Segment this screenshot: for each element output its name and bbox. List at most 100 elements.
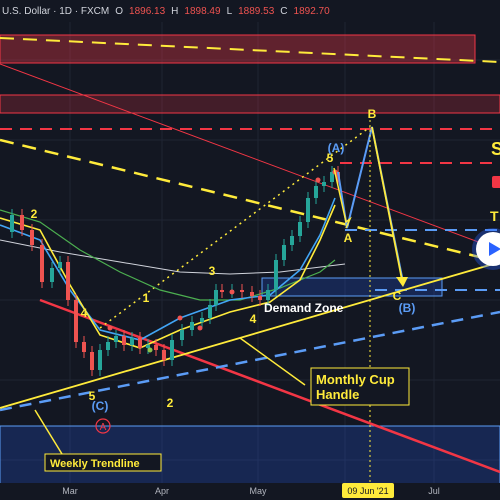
candle-body (106, 342, 110, 350)
x-tick-label: Jul (428, 486, 440, 496)
candle-body (20, 215, 24, 230)
close-tag: C (280, 5, 288, 17)
candle-body (322, 182, 326, 186)
circled-a-marker (95, 418, 111, 434)
candle-body (122, 336, 126, 345)
candle-body (190, 322, 194, 330)
candle-body (130, 338, 134, 345)
weekly-trendline-box (44, 453, 162, 472)
candle-body (162, 350, 166, 360)
wave-label: C (393, 289, 402, 303)
candle-body (154, 345, 158, 350)
high-value: 1898.49 (184, 5, 221, 17)
candle-body (208, 305, 212, 318)
weekly-trendline (0, 261, 500, 409)
wave-label: (B) (399, 301, 416, 315)
candle-body (82, 342, 86, 352)
x-axis-ticks: Mar Apr May Jul (62, 486, 440, 496)
close-value: 1892.70 (293, 5, 330, 17)
weekly-trendline-label: Weekly Trendline (50, 458, 140, 470)
candle-body (98, 350, 102, 370)
open-value: 1896.13 (129, 5, 166, 17)
wave-label: (A) (328, 141, 345, 155)
wave-projection-path-yellow (333, 167, 352, 229)
candle-body (10, 215, 14, 232)
wave-label: 1 (143, 291, 150, 305)
red-support-line (39, 298, 500, 474)
x-tick-label: May (249, 486, 267, 496)
signal-dot (229, 289, 235, 295)
candle-body (314, 186, 318, 198)
candle-body (240, 290, 244, 292)
open-tag: O (115, 5, 124, 17)
candle-body (306, 198, 310, 222)
yellow-dashed-line-top (0, 37, 500, 63)
wave-label: 4 (250, 312, 257, 326)
candle-body (258, 296, 262, 300)
crosshair-date-box (342, 483, 394, 498)
demand-zone-label: Demand Zone (264, 301, 344, 315)
candle-body (114, 336, 118, 342)
cup-handle-label-1: Monthly Cup (316, 372, 395, 387)
candle-body (138, 338, 142, 348)
wave-label: B (368, 107, 377, 121)
yellow-dashed-line-mid (0, 138, 500, 264)
candle-body (274, 260, 278, 290)
wave-label: 4 (81, 306, 88, 320)
wave-label: 2 (31, 207, 38, 221)
low-tag: L (226, 5, 233, 17)
candle-body (290, 236, 294, 245)
signal-dot (315, 177, 321, 183)
signal-dot (177, 315, 183, 321)
wave-label: 5 (89, 389, 96, 403)
wave-label: 2 (167, 396, 174, 410)
symbol-label: U.S. Dollar · 1D · FXCM (2, 5, 110, 17)
candle-body (214, 290, 218, 305)
cup-handle-label-2: Handle (316, 387, 359, 402)
circled-a-label: A (100, 422, 107, 433)
edge-red-badge (492, 176, 500, 188)
candle-body (330, 172, 334, 182)
ma-white (0, 239, 346, 275)
wave-label: (C) (92, 399, 109, 413)
candle-body (170, 340, 174, 360)
candle-body (200, 318, 204, 322)
crosshair-date-label: 09 Jun '21 (347, 486, 388, 496)
candle-body (50, 268, 54, 282)
candle-body (58, 262, 62, 268)
edge-text-s: S (491, 139, 500, 159)
candle-body (298, 222, 302, 236)
wave-label: A (344, 231, 353, 245)
candle-body (266, 290, 270, 300)
candle-body (180, 330, 184, 340)
candle-body (250, 292, 254, 296)
red-downtrend-line (0, 63, 500, 251)
candle-body (282, 245, 286, 260)
dotted-projection-line (99, 126, 371, 329)
candle-body (66, 262, 70, 300)
candle-body (220, 290, 224, 292)
play-button[interactable] (476, 232, 500, 266)
chart-header: U.S. Dollar · 1D · FXCM O 1896.13 H 1898.4… (0, 0, 500, 22)
signal-dot (107, 325, 113, 331)
high-tag: H (171, 5, 179, 17)
edge-text-t: T (490, 208, 499, 224)
wave-label: 5 (327, 151, 334, 165)
resistance-zone-mid (0, 94, 500, 114)
signal-dot (147, 347, 153, 353)
candle-body (30, 230, 34, 245)
cup-handle-arrow (239, 337, 306, 386)
signal-dot (197, 325, 203, 331)
x-tick-label: Apr (155, 486, 169, 496)
x-tick-label: Mar (62, 486, 78, 496)
cup-handle-box (310, 367, 410, 406)
wave-label: 3 (209, 264, 216, 278)
candles (10, 166, 340, 376)
chart-grid (0, 22, 500, 483)
blue-dashed-trendline (0, 310, 500, 412)
weekly-trendline-arrow (34, 409, 63, 455)
candle-body (90, 352, 94, 370)
arrow-to-c (371, 126, 403, 281)
